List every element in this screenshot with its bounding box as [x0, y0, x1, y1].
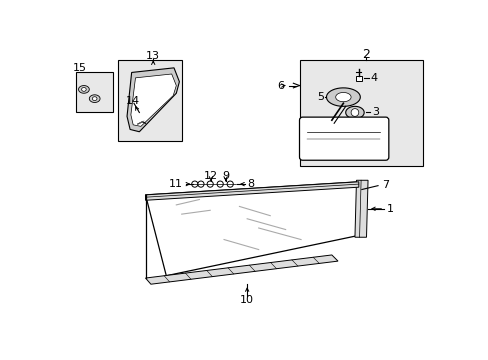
- Polygon shape: [145, 182, 358, 276]
- Text: 3: 3: [371, 108, 378, 117]
- Polygon shape: [145, 182, 358, 200]
- Polygon shape: [335, 93, 350, 102]
- Text: 2: 2: [362, 48, 370, 61]
- FancyBboxPatch shape: [299, 117, 388, 160]
- Text: 6: 6: [277, 81, 284, 91]
- Polygon shape: [127, 68, 179, 132]
- Circle shape: [207, 181, 213, 187]
- Polygon shape: [79, 86, 89, 93]
- Polygon shape: [92, 97, 97, 100]
- Circle shape: [226, 181, 233, 187]
- Polygon shape: [145, 255, 337, 284]
- Text: 12: 12: [203, 171, 218, 181]
- Text: 1: 1: [386, 204, 393, 214]
- Polygon shape: [89, 95, 100, 103]
- Text: 9: 9: [222, 171, 229, 181]
- Polygon shape: [326, 88, 360, 106]
- Circle shape: [198, 181, 203, 187]
- FancyBboxPatch shape: [355, 76, 361, 81]
- FancyBboxPatch shape: [299, 60, 422, 166]
- Polygon shape: [81, 87, 86, 91]
- Text: 10: 10: [240, 294, 254, 305]
- Text: 7: 7: [381, 180, 388, 190]
- Circle shape: [217, 181, 223, 187]
- Polygon shape: [345, 106, 364, 119]
- Polygon shape: [354, 180, 367, 237]
- Text: 4: 4: [369, 73, 377, 83]
- Text: 5: 5: [316, 92, 323, 102]
- Text: 14: 14: [125, 96, 140, 106]
- Circle shape: [191, 181, 198, 187]
- Polygon shape: [350, 109, 358, 116]
- Text: 11: 11: [169, 179, 183, 189]
- Polygon shape: [131, 74, 176, 126]
- Text: 13: 13: [146, 51, 160, 61]
- Text: 15: 15: [73, 63, 87, 73]
- FancyBboxPatch shape: [118, 60, 182, 141]
- FancyBboxPatch shape: [76, 72, 113, 112]
- Text: 8: 8: [246, 179, 254, 189]
